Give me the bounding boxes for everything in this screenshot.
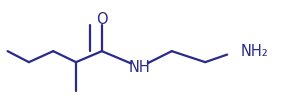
Text: NH: NH — [129, 60, 151, 75]
Text: NH₂: NH₂ — [240, 44, 268, 59]
Text: O: O — [96, 12, 108, 27]
